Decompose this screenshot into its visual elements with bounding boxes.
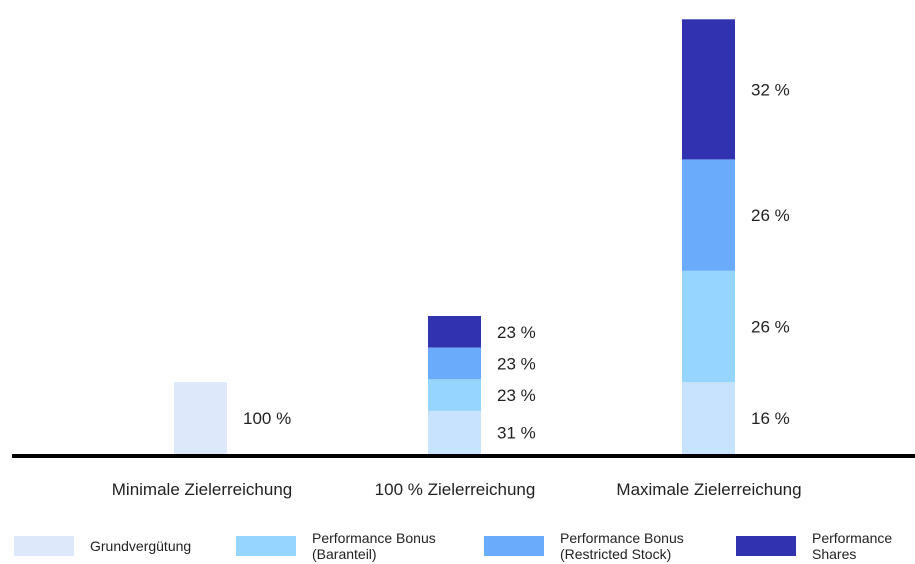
category-label: 100 % Zielerreichung (375, 480, 536, 499)
segment-value-label: 16 % (751, 409, 790, 428)
legend-label: Performance Bonus (Baranteil) (312, 530, 436, 562)
legend-item-performance-bonus-restricted-stock: Performance Bonus (Restricted Stock) (484, 528, 684, 564)
legend-label: Performance Shares (812, 530, 893, 562)
bar-segment-performance-shares-3 (682, 19, 735, 160)
category-labels-group: Minimale Zielerreichung 100 % Zielerreich… (112, 480, 802, 499)
legend: Grundvergütung Performance Bonus (Barant… (0, 528, 915, 564)
segment-labels-group: 100 % 31 % 23 % 23 % 23 % 16 % 26 % 26 % 32 % (243, 80, 790, 442)
legend-swatch-performance-shares (736, 536, 796, 556)
legend-item-grundverguetung: Grundvergütung (14, 528, 191, 564)
bar-segment-performance-bonus-restricted-stock-3 (682, 159, 735, 271)
bar-segment-grundverg-tung-3 (682, 382, 735, 454)
legend-label: Grundvergütung (90, 538, 192, 554)
segment-value-label: 26 % (751, 318, 790, 337)
bar-segment-grundverg-tung-1 (174, 382, 227, 454)
segment-value-label: 26 % (751, 206, 790, 225)
segment-value-label: 23 % (497, 386, 536, 405)
bar-segment-performance-bonus-baranteil-2 (428, 379, 481, 411)
category-label: Minimale Zielerreichung (112, 480, 292, 499)
bar-segment-performance-bonus-baranteil-3 (682, 270, 735, 383)
bar-segment-grundverg-tung-2 (428, 410, 481, 454)
legend-label: Performance Bonus (Restricted Stock) (560, 530, 684, 562)
legend-item-performance-shares: Performance Shares (736, 528, 892, 564)
bars-group (174, 19, 735, 454)
stacked-bar-chart: 100 % 31 % 23 % 23 % 23 % 16 % 26 % 26 % 32 % Mi… (12, 19, 915, 499)
legend-swatch-performance-bonus-baranteil (236, 536, 296, 556)
legend-swatch-performance-bonus-restricted-stock (484, 536, 544, 556)
bar-segment-performance-shares-2 (428, 316, 481, 348)
segment-value-label: 31 % (497, 423, 536, 442)
legend-swatch-grundverguetung (14, 536, 74, 556)
segment-value-label: 23 % (497, 355, 536, 374)
legend-item-performance-bonus-baranteil: Performance Bonus (Baranteil) (236, 528, 436, 564)
segment-value-label: 100 % (243, 409, 291, 428)
bar-segment-performance-bonus-restricted-stock-2 (428, 347, 481, 380)
segment-value-label: 32 % (751, 80, 790, 99)
segment-value-label: 23 % (497, 323, 536, 342)
category-label: Maximale Zielerreichung (616, 480, 801, 499)
